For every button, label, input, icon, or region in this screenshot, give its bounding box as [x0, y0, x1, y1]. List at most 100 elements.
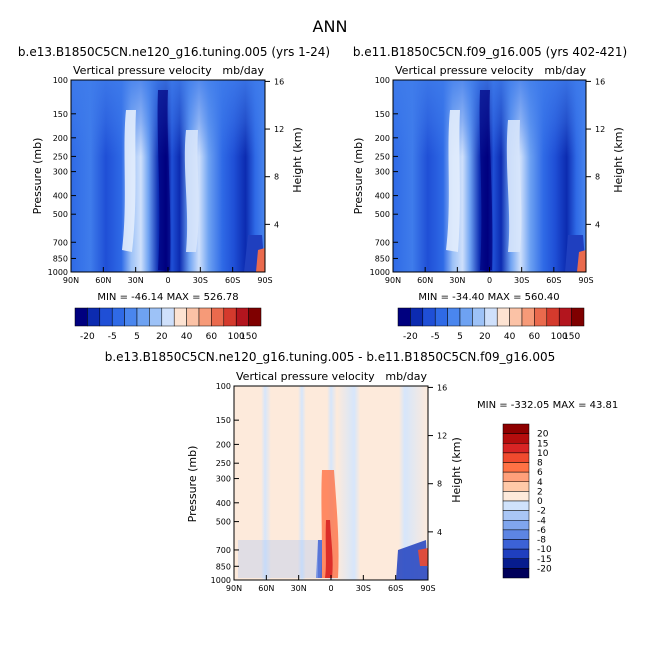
y-tick-label: 500	[375, 210, 390, 219]
colorbar-label: 40	[504, 332, 516, 342]
colorbar-swatch	[136, 307, 150, 327]
colorbar-swatch	[173, 307, 187, 327]
contour-band-eq	[479, 90, 493, 270]
y-tick-label: 400	[53, 192, 68, 201]
y2-tick-label: 4	[274, 220, 279, 229]
colorbar-swatch	[447, 307, 461, 327]
panel-title: b.e13.B1850C5CN.ne120_g16.tuning.005 (yr…	[18, 45, 330, 59]
colorbar-swatch	[459, 307, 473, 327]
colorbar-swatch	[223, 307, 237, 327]
colorbar-swatch	[235, 307, 249, 327]
panel-subtitle: Vertical pressure velocity	[73, 64, 212, 77]
y2-tick-label: 4	[437, 528, 442, 537]
colorbar-swatch	[111, 307, 125, 327]
y-tick-label: 1000	[211, 576, 231, 585]
contour-southpole-red	[256, 248, 265, 272]
y-tick-label: 100	[375, 76, 390, 85]
heatmap-field	[234, 386, 428, 580]
panel-stats: MIN = -332.05 MAX = 43.81	[477, 400, 618, 411]
y2-tick-label: 12	[437, 432, 447, 441]
colorbar-label: -6	[537, 526, 546, 536]
colorbar-swatch	[502, 452, 530, 463]
contour-band-30n	[122, 110, 136, 252]
y-tick-label: 700	[53, 238, 68, 247]
colorbar-label: -4	[537, 516, 546, 526]
y2-tick-label: 8	[274, 173, 279, 182]
panel-units: mb/day	[222, 64, 264, 77]
noise-lower	[238, 540, 318, 578]
y-tick-label: 1000	[370, 268, 390, 277]
colorbar-label: 6	[537, 468, 543, 478]
colorbar-swatch	[571, 307, 585, 327]
colorbar-label: -20	[80, 332, 95, 342]
y-tick-label: 250	[375, 152, 390, 161]
x-tick-label: 60S	[225, 276, 240, 285]
colorbar-swatch	[198, 307, 212, 327]
colorbar-swatch	[161, 307, 175, 327]
y-tick-label: 500	[216, 518, 231, 527]
panel-units: mb/day	[544, 64, 586, 77]
colorbar-swatch	[211, 307, 225, 327]
y-tick-label: 300	[216, 475, 231, 484]
panel-units: mb/day	[385, 370, 427, 383]
y2-tick-label: 16	[437, 383, 447, 392]
colorbar-label: 40	[181, 332, 193, 342]
contour-band-30n	[446, 110, 460, 252]
panel-subtitle: Vertical pressure velocity	[236, 370, 375, 383]
colorbar-swatch	[74, 307, 88, 327]
x-tick-label: 30S	[356, 584, 371, 593]
colorbar-label: -20	[537, 564, 552, 574]
y2-tick-label: 16	[595, 77, 605, 86]
x-tick-label: 90N	[63, 276, 79, 285]
contour-eq-core	[325, 520, 333, 578]
colorbar-swatch	[149, 307, 163, 327]
colorbar-swatch	[502, 433, 530, 444]
colorbar-label: 150	[240, 332, 257, 342]
y2-axis-label: Height (km)	[291, 127, 304, 193]
x-tick-label: 60S	[388, 584, 403, 593]
x-tick-label: 0	[487, 276, 492, 285]
y-tick-label: 500	[53, 210, 68, 219]
x-tick-label: 0	[328, 584, 333, 593]
panel-right: b.e11.B1850C5CN.f09_g16.005 (yrs 402-421…	[352, 45, 627, 303]
colorbar-label: 20	[479, 332, 491, 342]
colorbar-label: 60	[206, 332, 218, 342]
x-tick-label: 30S	[514, 276, 529, 285]
y2-tick-label: 8	[595, 173, 600, 182]
panel-difference: b.e13.B1850C5CN.ne120_g16.tuning.005 - b…	[105, 350, 618, 581]
colorbar-swatch	[422, 307, 436, 327]
colorbar-swatch	[484, 307, 498, 327]
colorbar-swatch	[434, 307, 448, 327]
colorbar-swatch	[87, 307, 101, 327]
y-tick-label: 850	[216, 562, 231, 571]
y2-axis-label: Height (km)	[612, 127, 625, 193]
colorbar-label: 15	[537, 439, 548, 449]
colorbar-label: -5	[108, 332, 117, 342]
colorbar-swatch	[124, 307, 138, 327]
contour-band-30s	[184, 130, 199, 252]
panel-stats: MIN = -46.14 MAX = 526.78	[97, 292, 238, 303]
heatmap-field	[71, 80, 265, 272]
colorbar-swatch	[502, 529, 530, 540]
y-tick-label: 150	[216, 416, 231, 425]
contour-band-eq	[157, 90, 171, 270]
colorbar-swatch	[472, 307, 486, 327]
colorbar-label: 20	[156, 332, 168, 342]
colorbar-label: 100	[551, 332, 568, 342]
colorbar-label: 2	[537, 487, 543, 497]
colorbar-label: 100	[228, 332, 245, 342]
colorbar-label: -2	[537, 507, 546, 517]
heatmap-field	[393, 80, 586, 272]
panel-title: b.e13.B1850C5CN.ne120_g16.tuning.005 - b…	[105, 350, 556, 364]
x-tick-label: 30N	[291, 584, 307, 593]
colorbar-label: 20	[537, 430, 549, 440]
colorbar-swatch	[502, 481, 530, 492]
x-tick-label: 30S	[193, 276, 208, 285]
colorbar-swatch	[502, 539, 530, 550]
panel-left: b.e13.B1850C5CN.ne120_g16.tuning.005 (yr…	[18, 45, 330, 303]
colorbar-swatch	[502, 568, 530, 579]
colorbar-swatch	[502, 558, 530, 569]
y2-tick-label: 8	[437, 480, 442, 489]
